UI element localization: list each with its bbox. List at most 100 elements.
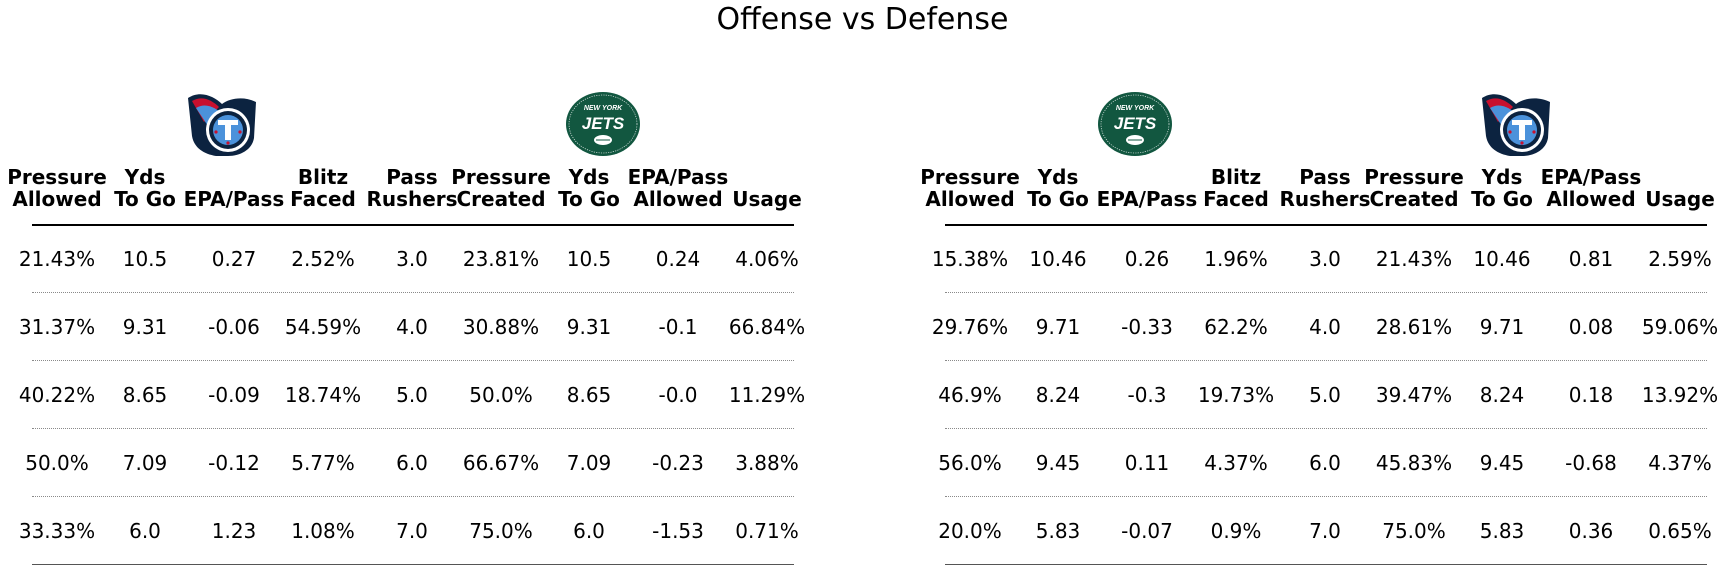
column-header-line: Pressure <box>920 165 1020 189</box>
column-header: Yds To Go <box>1442 166 1562 210</box>
column-header-line: To Go <box>1471 187 1533 211</box>
table-cell: 2.52% <box>291 247 355 271</box>
table-cell: -0.07 <box>1121 519 1173 543</box>
table-cell: 0.26 <box>1124 247 1170 271</box>
table-cell: 9.45 <box>1035 451 1081 475</box>
table-cell: 1.23 <box>211 519 257 543</box>
column-header-line: Pressure <box>1364 165 1464 189</box>
table-cell: 33.33% <box>18 519 96 543</box>
table-cell: 46.9% <box>938 383 1002 407</box>
column-header: Yds To Go <box>998 166 1118 210</box>
table-cell: 21.43% <box>18 247 96 271</box>
column-header-line: Allowed <box>1546 187 1636 211</box>
table-cell: 10.46 <box>1029 247 1087 271</box>
column-header-line: To Go <box>1027 187 1089 211</box>
table-cell: 0.08 <box>1568 315 1614 339</box>
table-cell: -0.23 <box>652 451 704 475</box>
table-cell: 1.96% <box>1204 247 1268 271</box>
row-separator <box>945 360 1707 361</box>
column-header-line: Blitz <box>1210 165 1262 189</box>
column-header: Pressure Created <box>441 166 561 210</box>
table-cell: 5.83 <box>1035 519 1081 543</box>
table-cell: 1.08% <box>291 519 355 543</box>
column-header: Yds To Go <box>85 166 205 210</box>
table-cell: 50.0% <box>25 451 89 475</box>
column-header-line: Usage <box>732 187 802 211</box>
row-separator <box>945 496 1707 497</box>
row-separator <box>32 496 794 497</box>
table-cell: 5.0 <box>1309 383 1341 407</box>
table-cell: -0.1 <box>658 315 698 339</box>
table-cell: 45.83% <box>1375 451 1453 475</box>
table-cell: 59.06% <box>1641 315 1719 339</box>
table-cell: 9.71 <box>1479 315 1525 339</box>
column-header: Pass Rushers <box>1265 166 1385 210</box>
table-cell: 2.59% <box>1648 247 1712 271</box>
row-separator <box>32 428 794 429</box>
table-cell: 6.0 <box>129 519 161 543</box>
table-cell: 54.59% <box>284 315 362 339</box>
table-cell: 56.0% <box>938 451 1002 475</box>
table-cell: 23.81% <box>462 247 540 271</box>
table-cell: 0.11 <box>1124 451 1170 475</box>
table-cell: 6.0 <box>1309 451 1341 475</box>
table-cell: 50.0% <box>469 383 533 407</box>
jets-logo-main-text: JETS <box>582 114 625 133</box>
column-header-line: Allowed <box>633 187 723 211</box>
jets-logo-main-text: JETS <box>1114 114 1157 133</box>
table-cell: 10.5 <box>566 247 612 271</box>
table-cell: 29.76% <box>931 315 1009 339</box>
column-header-line: EPA/Pass <box>1540 165 1642 189</box>
table-cell: 4.06% <box>735 247 799 271</box>
table-cell: 4.37% <box>1648 451 1712 475</box>
column-header: Usage <box>1620 166 1725 210</box>
table-cell: 0.9% <box>1210 519 1262 543</box>
table-cell: 19.73% <box>1197 383 1275 407</box>
table-cell: 8.65 <box>566 383 612 407</box>
table-cell: 10.46 <box>1473 247 1531 271</box>
table-cell: -0.12 <box>208 451 260 475</box>
table-cell: 0.27 <box>211 247 257 271</box>
column-header-line: Pass <box>386 165 438 189</box>
table-cell: 66.84% <box>728 315 806 339</box>
row-separator <box>945 292 1707 293</box>
titans-logo-icon-wrapper <box>182 88 262 158</box>
table-cell: 9.71 <box>1035 315 1081 339</box>
table-cell: 9.45 <box>1479 451 1525 475</box>
table-cell: 5.83 <box>1479 519 1525 543</box>
table-cell: 7.0 <box>1309 519 1341 543</box>
column-header-line <box>707 166 827 188</box>
column-header-line: Pass <box>1299 165 1351 189</box>
table-cell: 18.74% <box>284 383 362 407</box>
table-cell: 5.0 <box>396 383 428 407</box>
table-cell: -0.09 <box>208 383 260 407</box>
column-header-line: Created <box>456 187 546 211</box>
table-cell: 4.0 <box>396 315 428 339</box>
row-separator <box>32 292 794 293</box>
column-header: Pressure Created <box>1354 166 1474 210</box>
table-cell: 5.77% <box>291 451 355 475</box>
column-header-line: Pressure <box>7 165 107 189</box>
column-header-line: Yds <box>124 165 166 189</box>
table-cell: 0.24 <box>655 247 701 271</box>
table-cell: -0.06 <box>208 315 260 339</box>
jets-logo-top-text: NEW YORK <box>584 105 623 112</box>
table-cell: 20.0% <box>938 519 1002 543</box>
column-header-line <box>1620 166 1725 188</box>
column-header-line: Rushers <box>1279 187 1371 211</box>
table-cell: 28.61% <box>1375 315 1453 339</box>
jets-logo-icon-wrapper: NEW YORK JETS <box>563 88 643 158</box>
table-cell: 40.22% <box>18 383 96 407</box>
column-header-line: Created <box>1369 187 1459 211</box>
jets-logo-icon: NEW YORK JETS <box>1098 92 1172 156</box>
table-cell: 13.92% <box>1641 383 1719 407</box>
column-header-line: Faced <box>1203 187 1269 211</box>
table-cell: -0.0 <box>658 383 698 407</box>
table-cell: -0.68 <box>1565 451 1617 475</box>
table-cell: 0.65% <box>1648 519 1712 543</box>
table-cell: 3.0 <box>1309 247 1341 271</box>
jets-logo-top-text: NEW YORK <box>1116 105 1155 112</box>
bottom-rule <box>945 564 1707 565</box>
jets-logo-icon: NEW YORK JETS <box>566 92 640 156</box>
column-header: Pressure Allowed <box>910 166 1030 210</box>
